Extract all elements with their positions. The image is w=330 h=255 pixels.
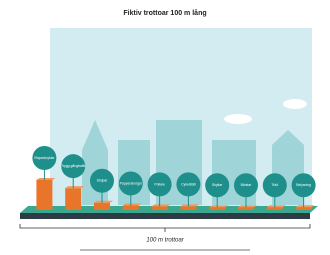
chart-title: Fiktiv trottoar 100 m lång <box>123 9 206 17</box>
bracket <box>20 224 310 228</box>
bar-top <box>238 205 257 207</box>
pin-label: Skyltar <box>212 183 223 187</box>
bar-top <box>36 178 55 180</box>
bar-top <box>296 205 315 207</box>
axis-label: 100 m trottoar <box>146 238 184 244</box>
bar <box>36 180 52 210</box>
bar <box>94 203 110 210</box>
pin-label: Trygg gångtrafik <box>61 164 86 168</box>
footnote <box>80 249 250 251</box>
bar <box>152 206 168 210</box>
bar <box>123 205 139 210</box>
bar-top <box>267 205 286 207</box>
bar-top <box>94 201 113 203</box>
bar-top <box>209 205 228 207</box>
pin-label: Cykelställ <box>181 182 196 186</box>
bar-top <box>152 204 171 206</box>
bar <box>209 207 225 210</box>
bar-top <box>123 203 142 205</box>
pin-label: Stolpar <box>97 179 109 183</box>
pin-label: Pollare <box>154 182 165 186</box>
pin-label: Elsparkcyklar <box>34 156 55 160</box>
bar <box>180 206 196 210</box>
bar-top <box>65 186 84 188</box>
bar <box>296 207 312 210</box>
pin-label: Träd <box>271 183 278 187</box>
chart: Fiktiv trottoar 100 m lång 100 m trottoa… <box>0 0 330 255</box>
pin-label: Belysning <box>296 183 311 187</box>
page: {"chart_data": {"type": "bar", "title": … <box>0 0 330 255</box>
pin-label: Papperskorgar <box>120 181 143 185</box>
bar <box>267 207 283 210</box>
bar <box>65 188 81 210</box>
bar <box>238 207 254 210</box>
sidewalk-edge <box>20 213 310 219</box>
bar-top <box>180 204 199 206</box>
pin-label: Bänkar <box>241 183 253 187</box>
